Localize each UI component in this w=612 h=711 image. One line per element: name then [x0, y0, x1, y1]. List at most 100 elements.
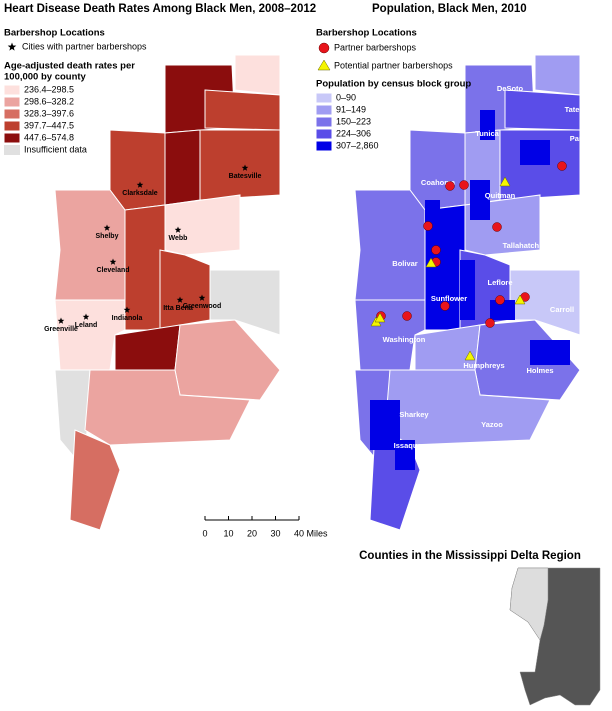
legend-label: 328.3–397.6	[24, 108, 74, 118]
partner-marker	[440, 301, 450, 311]
potential-marker	[499, 176, 511, 187]
city-label: Indianola	[112, 315, 143, 322]
legend-label: 236.4–298.5	[24, 84, 74, 94]
city-star	[103, 224, 111, 231]
partner-marker	[495, 295, 505, 305]
county-label: Issaquena	[394, 441, 432, 450]
legend-swatch	[315, 128, 333, 140]
delta-region	[509, 567, 549, 641]
block-group	[480, 110, 495, 140]
county-label: Bolivar	[392, 259, 418, 268]
county	[54, 189, 126, 301]
county	[204, 89, 281, 131]
potential-marker	[464, 350, 476, 361]
county	[114, 324, 181, 371]
partner-icon	[318, 42, 330, 54]
county-label: Holmes	[526, 366, 553, 375]
county	[84, 369, 251, 446]
partner-marker	[402, 311, 412, 321]
city-label: Shelby	[96, 233, 119, 240]
county-label: Leflore	[487, 278, 512, 287]
county-label: Warren	[421, 460, 447, 469]
county-label: Carroll	[550, 305, 574, 314]
county	[164, 194, 241, 256]
city-star	[82, 313, 90, 320]
county-label: Tate	[565, 105, 580, 114]
right-title: Population, Black Men, 2010	[372, 3, 527, 15]
city-star	[176, 296, 184, 303]
city-star	[57, 317, 65, 324]
legend-swatch	[315, 92, 333, 104]
county-label: Yazoo	[481, 420, 503, 429]
legend-label: 307–2,860	[336, 140, 379, 150]
county	[164, 129, 201, 206]
city-label: Leland	[75, 322, 98, 329]
city-label: Batesville	[229, 173, 262, 180]
legend-label: 298.6–328.2	[24, 96, 74, 106]
legend-swatch	[315, 116, 333, 128]
city-label: Itta Bena	[163, 305, 193, 312]
legend-swatch	[3, 120, 21, 132]
county-label: Tallahatchie	[503, 241, 546, 250]
inset-title: Counties in the Mississippi Delta Region	[359, 550, 581, 562]
county	[159, 249, 211, 331]
legend-swatch	[3, 108, 21, 120]
scale-label: 20	[247, 528, 257, 538]
city-label: Greenville	[44, 326, 78, 333]
county-label: Sunflower	[431, 294, 467, 303]
block-group	[520, 140, 550, 165]
county	[69, 429, 121, 531]
county	[234, 54, 281, 96]
legend-label: Insufficient data	[24, 144, 87, 154]
potential-marker	[374, 312, 386, 323]
county-label: Tunica	[475, 129, 499, 138]
legend-label: 224–306	[336, 128, 371, 138]
block-group	[395, 440, 415, 470]
scale-label: 30	[270, 528, 280, 538]
scale-label: 10	[223, 528, 233, 538]
city-label: Greenwood	[183, 303, 222, 310]
partner-marker	[459, 180, 469, 190]
county	[209, 269, 281, 336]
legend-label: 150–223	[336, 116, 371, 126]
legend-swatch	[3, 96, 21, 108]
county	[354, 189, 426, 301]
block-group	[470, 180, 490, 220]
legend-swatch	[315, 104, 333, 116]
legend-heading: Population by census block group	[316, 79, 471, 90]
county-label: Panola	[570, 134, 595, 143]
legend-label: 91–149	[336, 104, 366, 114]
city-star	[241, 164, 249, 171]
legend-swatch	[315, 140, 333, 152]
star-icon	[7, 42, 17, 51]
scale-label: 0	[202, 528, 207, 538]
city-star	[109, 258, 117, 265]
legend-heading: Age-adjusted death rates per	[4, 61, 135, 72]
partner-marker	[431, 245, 441, 255]
block-group	[460, 260, 475, 320]
block-group	[530, 340, 570, 365]
legend-label: Partner barbershops	[334, 42, 417, 52]
partner-marker	[445, 181, 455, 191]
city-label: Cleveland	[96, 267, 129, 274]
county	[109, 129, 166, 211]
city-star	[136, 181, 144, 188]
city-label: Webb	[169, 235, 188, 242]
scale-label: 40 Miles	[294, 528, 328, 538]
county-label: Humphreys	[463, 361, 504, 370]
legend-label: Cities with partner barbershops	[22, 41, 147, 51]
legend-label: 447.6–574.8	[24, 132, 74, 142]
legend-swatch	[3, 132, 21, 144]
potential-icon	[317, 59, 331, 71]
city-star	[174, 226, 182, 233]
potential-marker	[514, 294, 526, 305]
legend-swatch	[3, 84, 21, 96]
county-label: DeSoto	[497, 84, 524, 93]
legend-swatch	[4, 145, 20, 155]
county-label: Coahoma	[421, 178, 456, 187]
partner-marker	[485, 318, 495, 328]
block-group	[490, 300, 515, 320]
maps	[54, 54, 581, 531]
potential-marker	[425, 257, 437, 268]
legend-heading: Barbershop Locations	[4, 28, 105, 39]
